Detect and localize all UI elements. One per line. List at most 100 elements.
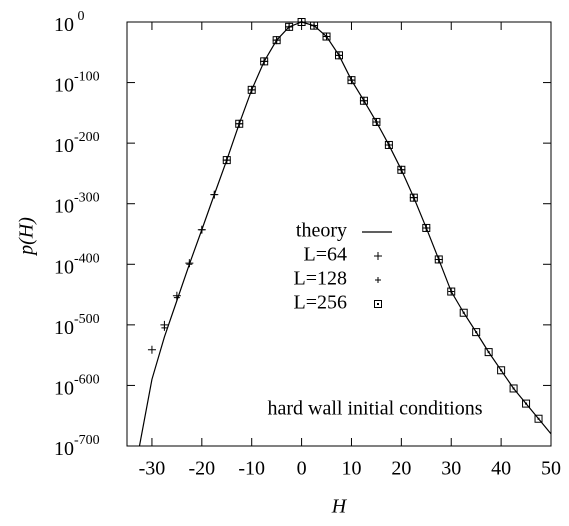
marker-plus (374, 252, 382, 260)
annotation: hard wall initial conditions (268, 398, 483, 420)
marker-square (310, 21, 319, 30)
series-points (161, 19, 455, 331)
y-tick-label: 10-700 (54, 433, 100, 459)
square-inner (225, 159, 228, 162)
x-tick-label: 20 (391, 458, 411, 480)
marker-square (322, 32, 331, 41)
marker-square (222, 156, 231, 165)
square-outer (285, 22, 294, 31)
y-tick-exponent: -700 (74, 433, 100, 448)
theory-line (138, 21, 552, 447)
marker-square (260, 57, 269, 66)
square-outer (447, 287, 456, 296)
marker-square (347, 76, 356, 85)
y-tick-label: 10-500 (54, 312, 100, 338)
y-tick-base: 10 (54, 438, 74, 460)
y-tick-label: 10-300 (54, 191, 100, 217)
y-tick-base: 10 (54, 14, 74, 36)
square-inner (275, 39, 278, 42)
x-tick-label: 50 (541, 458, 561, 480)
square-outer (247, 85, 256, 94)
y-tick-label: 10-600 (54, 373, 100, 399)
legend-label: L=128 (294, 268, 348, 290)
square-inner (325, 35, 328, 38)
marker-plus (186, 261, 193, 268)
square-inner (412, 196, 415, 199)
y-tick-base: 10 (54, 377, 74, 399)
square-inner (387, 143, 390, 146)
marker-square (384, 140, 393, 149)
square-inner (512, 387, 515, 390)
y-tick-label: 10 0 (54, 9, 85, 35)
square-outer (459, 308, 468, 317)
legend-label: theory (296, 220, 347, 242)
y-tick-base: 10 (54, 256, 74, 278)
marker-plus (198, 226, 205, 233)
x-tick-label: 10 (341, 458, 361, 480)
x-tick-label: 30 (441, 458, 461, 480)
square-outer (422, 223, 431, 232)
square-outer (374, 300, 382, 308)
square-inner (250, 88, 253, 91)
y-tick-label: 10-200 (54, 130, 100, 156)
square-inner (288, 25, 291, 28)
marker-square (397, 165, 406, 174)
square-outer (484, 348, 493, 357)
marker-square (484, 348, 493, 357)
square-outer (509, 384, 518, 393)
square-outer (372, 117, 381, 126)
square-inner (450, 290, 453, 293)
marker-plus (147, 345, 156, 354)
square-inner (350, 79, 353, 82)
square-outer (384, 140, 393, 149)
y-tick-exponent: -300 (74, 191, 100, 206)
square-inner (238, 122, 241, 125)
marker-square (434, 255, 443, 264)
square-inner (375, 120, 378, 123)
square-outer (397, 165, 406, 174)
square-outer (297, 18, 306, 26)
square-outer (222, 156, 231, 165)
square-inner (475, 331, 478, 334)
x-tick-label: -10 (238, 458, 265, 480)
x-axis-label: H (331, 496, 348, 518)
marker-square (509, 384, 518, 393)
marker-plus (375, 277, 381, 283)
square-inner (300, 21, 303, 23)
y-tick-exponent: -100 (74, 70, 100, 85)
square-outer (359, 96, 368, 105)
marker-square (447, 287, 456, 296)
series-points (222, 18, 543, 423)
y-tick-base: 10 (54, 135, 74, 157)
square-inner (338, 54, 340, 57)
legend-label: L=64 (304, 244, 348, 266)
square-outer (409, 193, 418, 202)
y-tick-exponent: -500 (74, 312, 100, 327)
y-tick-base: 10 (54, 74, 74, 96)
marker-square (272, 36, 281, 45)
marker-square (372, 117, 381, 126)
square-inner (313, 24, 316, 27)
square-outer (534, 414, 543, 423)
marker-square (522, 399, 531, 408)
y-tick-exponent: -200 (74, 130, 100, 145)
marker-square (359, 96, 368, 105)
y-tick-label: 10-400 (54, 252, 100, 278)
square-outer (272, 36, 281, 45)
square-inner (400, 168, 403, 171)
y-axis-label: p(H) (16, 217, 38, 257)
legend-label: L=256 (294, 292, 348, 314)
square-inner (487, 351, 490, 354)
marker-square (297, 18, 306, 26)
y-tick-base: 10 (54, 195, 74, 217)
square-outer (260, 57, 269, 66)
x-tick-label: 0 (297, 458, 307, 480)
square-inner (500, 369, 503, 372)
marker-square (472, 328, 481, 337)
y-tick-exponent: 0 (74, 9, 85, 24)
marker-square (534, 414, 543, 423)
x-tick-label: -20 (188, 458, 215, 480)
square-inner (437, 258, 440, 261)
marker-square (247, 85, 256, 94)
